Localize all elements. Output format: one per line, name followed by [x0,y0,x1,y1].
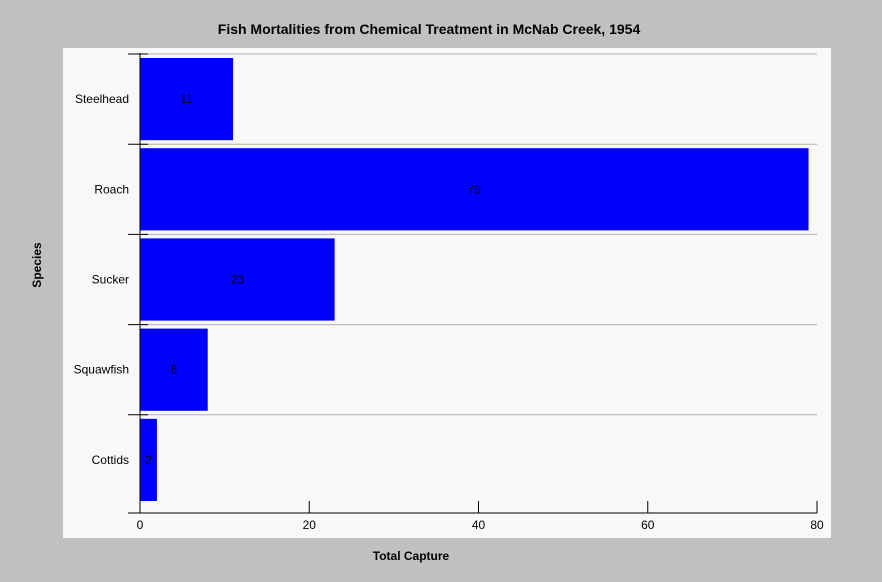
data-label-steelhead: 11 [180,92,193,106]
chart-title: Fish Mortalities from Chemical Treatment… [218,21,641,37]
x-tick-label: 80 [810,518,824,532]
data-labels: 11 79 23 8 2 [145,92,481,467]
category-label-sucker: Sucker [92,273,129,287]
category-label-squawfish: Squawfish [74,363,129,377]
bar-steelhead [140,58,234,141]
bar-roach [140,148,809,231]
data-label-squawfish: 8 [171,363,178,377]
x-tick-label: 60 [641,518,655,532]
x-tick-label: 40 [472,518,486,532]
category-label-steelhead: Steelhead [75,92,129,106]
bar-squawfish [140,328,208,411]
data-label-roach: 79 [468,182,482,196]
bars [140,58,809,501]
bar-sucker [140,238,335,321]
category-label-roach: Roach [94,182,129,196]
data-label-sucker: 23 [231,273,245,287]
x-tick-label: 0 [137,518,144,532]
axes: Steelhead Roach Sucker Squawfish Cottids 0 20 4… [74,53,824,532]
data-label-cottids: 2 [145,453,152,467]
grid-lines [140,53,817,416]
bar-cottids [140,418,157,501]
y-axis-title: Species [30,242,44,288]
x-tick-label: 20 [303,518,317,532]
x-axis-title: Total Capture [373,549,450,563]
category-label-cottids: Cottids [92,453,129,467]
